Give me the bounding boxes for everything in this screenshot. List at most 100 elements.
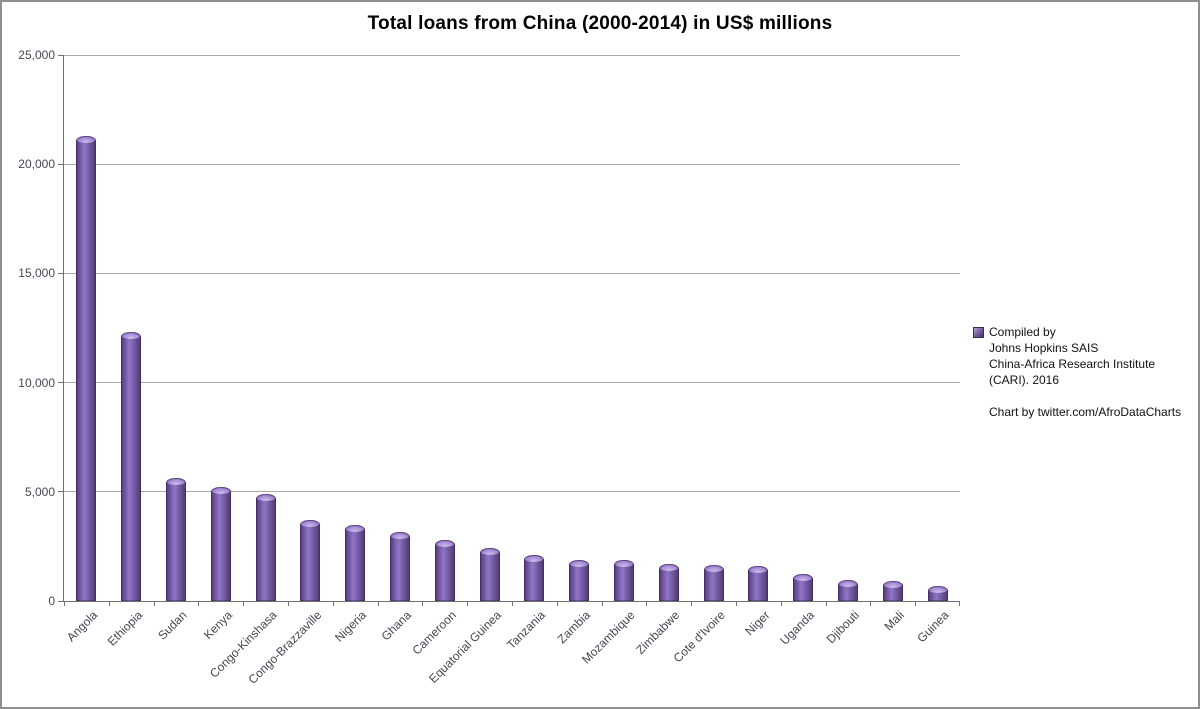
- bar-top-highlight: [659, 564, 678, 571]
- bar-kenya: [210, 487, 231, 601]
- bar-top-highlight: [391, 533, 409, 540]
- x-tick: [377, 602, 379, 606]
- x-tick: [825, 602, 827, 606]
- y-tick: [58, 600, 64, 602]
- bar-top-highlight: [883, 582, 902, 589]
- legend-line: China-Africa Research Institute: [989, 357, 1156, 371]
- x-tick: [153, 602, 155, 606]
- bar-angola: [76, 135, 97, 601]
- x-label-text: Ethiopia: [104, 608, 146, 649]
- x-tick: [556, 602, 558, 606]
- bar-top-highlight: [211, 488, 230, 495]
- bar-top-highlight: [167, 478, 185, 485]
- bar-top-highlight: [570, 560, 589, 567]
- gridline: [64, 382, 960, 384]
- x-label-text: Djibouti: [823, 608, 862, 647]
- y-axis-label: 20,000: [18, 157, 55, 172]
- bar-zimbabwe: [658, 563, 679, 601]
- x-label-text: Sudan: [155, 608, 190, 643]
- gridline: [64, 491, 960, 493]
- bar-top-highlight: [928, 586, 947, 593]
- x-tick: [736, 602, 737, 606]
- y-axis-label: 10,000: [18, 375, 55, 390]
- y-tick: [58, 54, 64, 56]
- bar-congo-brazzaville: [300, 520, 321, 601]
- bar-nigeria: [345, 524, 366, 601]
- legend-line: [989, 388, 1181, 404]
- bar-guinea: [927, 585, 948, 601]
- bar-congo-kinshasa: [255, 493, 276, 601]
- plot-area: [58, 54, 960, 606]
- legend: Compiled by Johns Hopkins SAIS China-Afr…: [973, 324, 1181, 420]
- bar-top-highlight: [615, 561, 633, 568]
- bar-ghana: [390, 532, 410, 601]
- gridline: [64, 54, 960, 56]
- y-axis-label: 15,000: [18, 266, 55, 281]
- bar-top-highlight: [794, 574, 813, 581]
- bar-equatorial-guinea: [479, 547, 500, 601]
- legend-line: Compiled by: [989, 325, 1056, 339]
- x-label-text: Mali: [881, 608, 907, 634]
- bar-niger: [748, 566, 769, 601]
- y-tick: [58, 272, 64, 274]
- bar-top-highlight: [749, 567, 768, 574]
- y-tick: [58, 163, 64, 165]
- bar-sudan: [166, 477, 186, 601]
- bar-cameroon: [434, 539, 455, 601]
- x-label-text: Niger: [742, 608, 773, 639]
- bar-top-highlight: [435, 540, 454, 547]
- legend-line: (CARI). 2016: [989, 373, 1060, 387]
- x-tick: [198, 602, 200, 606]
- x-label-text: Ghana: [378, 608, 414, 644]
- bar-mozambique: [614, 560, 634, 601]
- x-tick: [288, 602, 289, 606]
- x-tick: [691, 602, 693, 606]
- chart-title: Total loans from China (2000-2014) in US…: [367, 13, 833, 34]
- y-tick: [58, 491, 64, 493]
- x-tick: [243, 602, 245, 606]
- x-tick: [915, 602, 917, 606]
- bar-top-highlight: [525, 556, 544, 563]
- bar-top-highlight: [256, 494, 275, 501]
- x-label-text: Zambia: [554, 608, 594, 647]
- x-label-text: Guinea: [914, 608, 952, 646]
- y-axis-label: 25,000: [18, 48, 55, 62]
- y-axis-label: 0: [48, 594, 55, 608]
- bar-zambia: [569, 559, 590, 601]
- bar-djibouti: [838, 580, 858, 601]
- bar-ethiopia: [121, 332, 142, 601]
- bar-uganda: [793, 573, 814, 601]
- bar-mali: [882, 581, 903, 601]
- y-axis-label: 5,000: [24, 484, 55, 499]
- x-label-text: Angola: [63, 608, 101, 645]
- x-label-text: Uganda: [777, 608, 818, 648]
- x-label-text: Kenya: [200, 608, 235, 642]
- legend-swatch-icon: [973, 327, 984, 338]
- x-label-text: Tanzania: [504, 608, 549, 652]
- x-tick: [512, 602, 513, 606]
- x-tick: [870, 602, 872, 606]
- x-tick: [646, 602, 648, 606]
- legend-line: Johns Hopkins SAIS: [989, 341, 1099, 355]
- bar-top-highlight: [839, 581, 857, 588]
- x-tick: [959, 602, 960, 606]
- gridline: [64, 272, 960, 274]
- x-label-text: Nigeria: [332, 608, 370, 645]
- bar-top-highlight: [122, 333, 141, 340]
- x-tick: [601, 602, 603, 606]
- legend-line: Chart by twitter.com/AfroDataCharts: [989, 405, 1182, 419]
- x-tick: [332, 602, 334, 606]
- bar-tanzania: [524, 555, 545, 601]
- bar-top-highlight: [346, 525, 365, 532]
- bar-top-highlight: [480, 548, 499, 555]
- x-tick: [422, 602, 424, 606]
- legend-text: Compiled by Johns Hopkins SAIS China-Afr…: [989, 324, 1181, 420]
- x-tick: [108, 602, 110, 606]
- x-tick: [780, 602, 782, 606]
- x-tick: [64, 602, 65, 606]
- bar-top-highlight: [77, 136, 96, 143]
- bar-top-highlight: [301, 521, 320, 528]
- y-tick: [58, 382, 64, 384]
- bar-top-highlight: [704, 565, 723, 572]
